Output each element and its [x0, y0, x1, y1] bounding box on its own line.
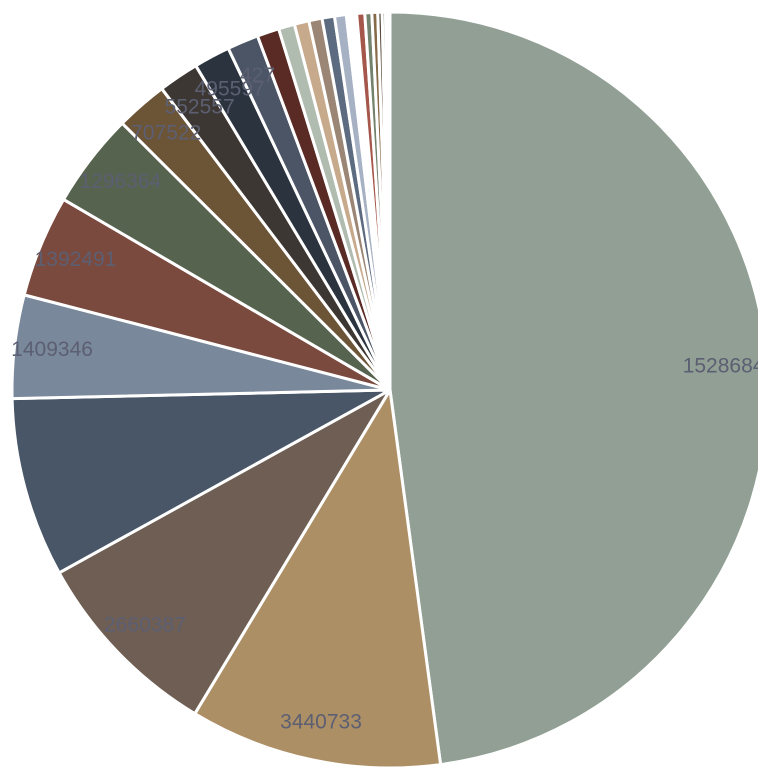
pie-data-label-10: 427 [240, 64, 275, 87]
pie-slice-24 [386, 10, 392, 392]
pie-data-label-1: 3440733 [280, 711, 362, 734]
pie-data-label-6: 1296364 [79, 170, 161, 193]
pie-data-label-0: 15286848 [683, 355, 758, 378]
pie-data-label-9: 495597 [195, 78, 265, 101]
pie-data-label-2: 2660387 [104, 614, 186, 637]
pie-data-labels: 15286848 3440733 2660387 1409346 1392491 1296… [11, 64, 758, 733]
pie-data-label-5: 1392491 [35, 248, 117, 271]
pie-data-label-7: 707522 [131, 121, 201, 144]
pie-slice-3 [10, 388, 392, 575]
pie-slices [10, 10, 758, 767]
pie-data-label-8: 552557 [165, 96, 235, 119]
pie-slice-2 [57, 388, 392, 716]
pie-data-label-4: 1409346 [11, 338, 93, 361]
pie-slice-0 [388, 10, 758, 767]
